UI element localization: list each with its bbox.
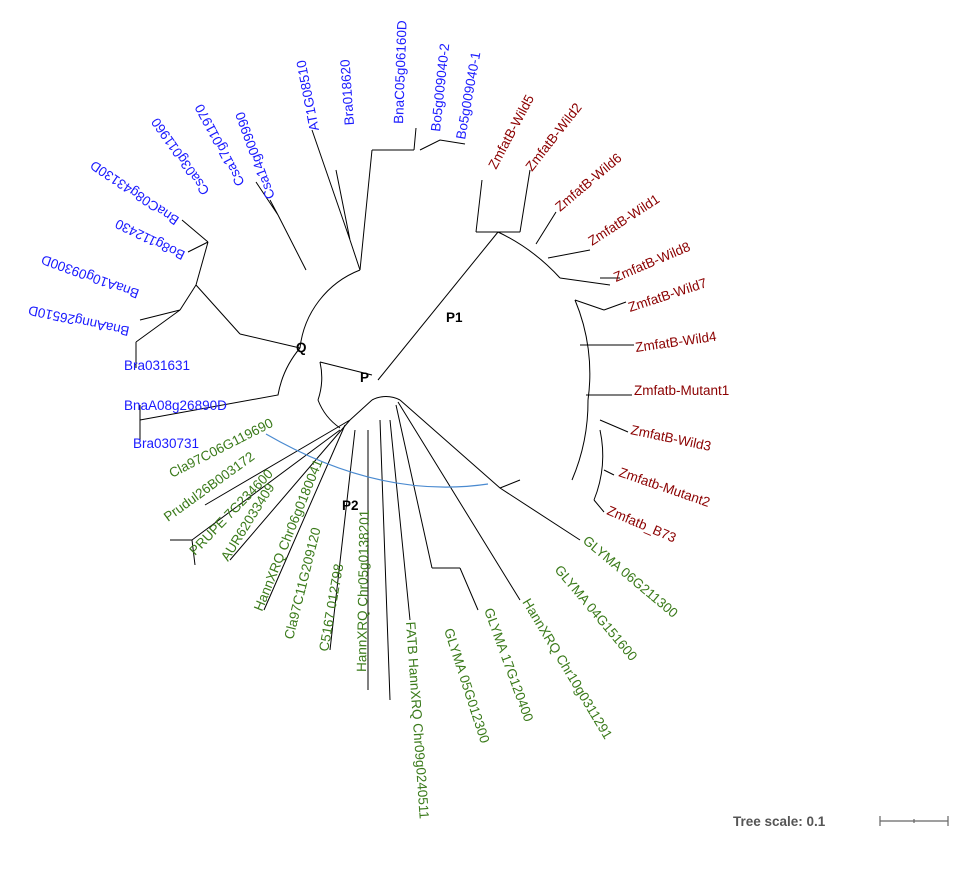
leaf-label: ZmfatB-Wild8 [611, 239, 692, 285]
leaf-label: Csa14g009990 [232, 110, 277, 201]
leaf-label: C5167 012798 [316, 563, 346, 653]
leaf-label: ZmfatB-Wild3 [629, 422, 712, 454]
leaf-label: HannXRQ Chr05g0138201 [354, 510, 372, 672]
leaf-label: BnaC05g06160D [391, 20, 410, 124]
leaf-label: Bra030731 [133, 436, 199, 451]
leaf-label: AT1G08510 [294, 59, 322, 132]
node-label-q: Q [296, 340, 307, 355]
tree-branches [135, 127, 634, 701]
node-label-p1: P1 [446, 310, 463, 325]
leaf-label: ZmfatB-Wild2 [523, 100, 585, 174]
node-label-p2: P2 [342, 498, 359, 513]
leaf-label: Bo5g009040-1 [453, 51, 483, 141]
leaf-label: BnaAnng26510D [27, 303, 131, 339]
connecting-arc [265, 433, 489, 488]
leaf-label: ZmfatB-Wild6 [552, 150, 624, 214]
leaf-label: Zmfatb-Mutant1 [634, 383, 729, 398]
tree-scale: Tree scale: 0.1 [733, 814, 949, 829]
leaf-label: GLYMA 17G120400 [481, 606, 536, 724]
leaf-label: Bo5g009040-2 [428, 43, 452, 133]
leaf-label: Zmfatb-Mutant2 [617, 465, 712, 510]
leaf-label: ZmfatB-Wild1 [585, 191, 662, 248]
tree-scale-label: Tree scale: 0.1 [733, 814, 826, 829]
leaf-label: BnaA08g26890D [124, 398, 227, 413]
leaf-labels: Bo5g009040-1 Bo5g009040-2 BnaC05g06160D … [27, 20, 730, 820]
leaf-label: Zmfatb_B73 [605, 503, 679, 546]
leaf-label: BnaC08g43130D [87, 157, 181, 227]
node-label-p: P [360, 370, 369, 385]
leaf-label: Bra018620 [337, 59, 357, 126]
leaf-label: FATB HannXRQ Chr09g0240511 [403, 621, 432, 819]
leaf-label: GLYMA 05G012300 [441, 626, 492, 745]
tree-scale-bar [879, 816, 949, 826]
leaf-label: Bra031631 [124, 358, 190, 373]
leaf-label: BnaA10g09300D [39, 252, 141, 301]
leaf-label: ZmfatB-Wild4 [634, 329, 718, 355]
leaf-label: ZmfatB-Wild7 [626, 275, 708, 315]
